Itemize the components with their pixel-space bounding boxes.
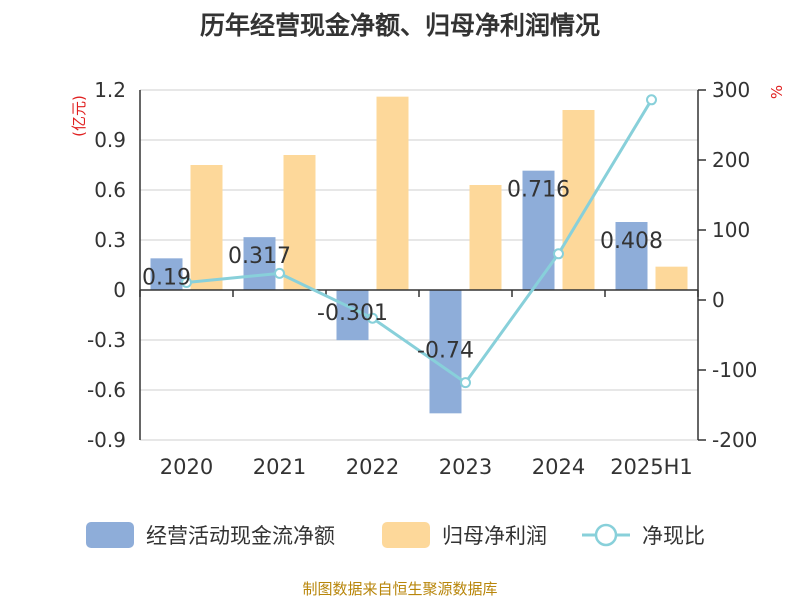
x-tick-label: 2023 (439, 455, 492, 479)
y-left-tick-label: 0 (113, 278, 126, 302)
net-profit-bar (283, 155, 316, 290)
x-tick-label: 2024 (532, 455, 585, 479)
y-left-tick-label: 1.2 (94, 78, 126, 102)
net-profit-bar (562, 110, 595, 290)
x-tick-label: 2025H1 (610, 455, 693, 479)
cash-flow-data-label: 0.408 (600, 229, 663, 254)
cash-flow-bar (243, 237, 276, 290)
y-right-tick-label: -200 (712, 428, 757, 452)
ratio-point (553, 248, 564, 260)
y-left-tick-label: 0.9 (94, 128, 126, 152)
cash-flow-data-label: 0.317 (228, 244, 291, 269)
net-profit-bar (190, 165, 223, 290)
cash-flow-bar (150, 258, 183, 290)
cash-flow-data-label: -0.74 (417, 338, 474, 363)
legend-label-net-profit: 归母净利润 (442, 524, 547, 548)
legend-label-cash-flow: 经营活动现金流净额 (146, 524, 335, 548)
chart-title: 历年经营现金净额、归母净利润情况 (199, 11, 600, 40)
cash-flow-bar (615, 222, 648, 290)
cash-flow-data-label: -0.301 (317, 301, 388, 326)
ratio-point (274, 267, 285, 279)
x-tick-label: 2022 (346, 455, 399, 479)
cash-flow-data-label: 0.716 (507, 178, 570, 203)
net-profit-bar (376, 96, 409, 291)
y-right-tick-label: 0 (712, 288, 725, 312)
y-left-tick-label: 0.6 (94, 178, 126, 202)
ratio-point (181, 277, 192, 288)
ratio-line (186, 99, 653, 385)
y-left-tick-label: -0.9 (87, 428, 126, 452)
y-right-axis-title: % (768, 85, 786, 99)
y-left-tick-label: -0.3 (87, 328, 126, 352)
legend-swatch-cash-flow (86, 522, 134, 548)
cash-flow-bar (429, 290, 462, 414)
y-right-tick-label: 200 (712, 148, 750, 172)
y-right-tick-label: 100 (712, 218, 750, 242)
legend-marker-ratio (594, 523, 618, 547)
net-profit-bar (469, 185, 502, 290)
x-tick-label: 2020 (160, 455, 213, 479)
y-right-tick-label: 300 (712, 78, 750, 102)
data-source-note: 制图数据来自恒生聚源数据库 (302, 580, 498, 598)
y-left-axis-title: (亿元) (70, 95, 88, 137)
ratio-point (460, 377, 471, 389)
x-tick-label: 2021 (253, 455, 306, 479)
net-profit-bar (655, 266, 688, 290)
ratio-point (646, 94, 657, 106)
ratio-point (367, 312, 378, 324)
cash-flow-data-label: 0.19 (142, 265, 191, 290)
y-right-tick-label: -100 (712, 358, 757, 382)
legend-swatch-net-profit (382, 522, 430, 548)
legend-label-ratio: 净现比 (642, 524, 705, 548)
y-left-tick-label: 0.3 (94, 228, 126, 252)
y-left-tick-label: -0.6 (87, 378, 126, 402)
cash-flow-bar (522, 170, 555, 290)
